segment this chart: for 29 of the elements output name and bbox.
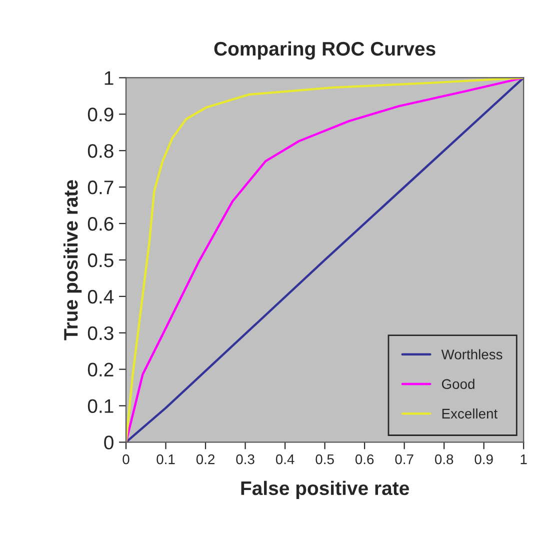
- x-tick-label: 0: [122, 454, 130, 464]
- y-tick-label: 0.5: [88, 253, 114, 268]
- legend-label: Excellent: [442, 408, 498, 419]
- x-tick-label: 0.6: [355, 454, 374, 464]
- y-tick-label: 0.2: [88, 362, 114, 377]
- x-tick-label: 0.1: [156, 454, 175, 464]
- y-tick-label: 0.1: [88, 399, 114, 413]
- y-tick-label: 0.7: [88, 180, 114, 194]
- x-tick-label: 0.5: [316, 454, 334, 464]
- line-series: [126, 78, 524, 442]
- y-tick-label: 0.4: [88, 290, 114, 304]
- x-tick-label: 0.7: [395, 454, 414, 464]
- y-tick-label: 0: [104, 436, 114, 450]
- y-tick-label: 0.6: [88, 216, 114, 231]
- y-tick-label: 0.9: [88, 108, 114, 122]
- y-axis-title: True positive rate: [63, 180, 82, 340]
- x-tick-label: 0.3: [236, 454, 254, 464]
- x-tick-label: 0.2: [196, 454, 214, 464]
- legend-label: Worthless: [441, 349, 502, 360]
- y-tick-label: 0.3: [88, 326, 114, 340]
- legend-label: Good: [442, 378, 474, 390]
- chart-title: Comparing ROC Curves: [214, 41, 436, 60]
- x-tick-label: 1: [520, 454, 527, 464]
- y-tick-label: 1: [104, 71, 114, 85]
- x-tick-label: 0.4: [276, 454, 294, 464]
- x-tick-label: 0.9: [474, 454, 493, 464]
- y-tick-label: 0.8: [88, 144, 114, 158]
- x-axis-title: False positive rate: [241, 480, 409, 499]
- x-tick-label: 0.8: [434, 454, 454, 464]
